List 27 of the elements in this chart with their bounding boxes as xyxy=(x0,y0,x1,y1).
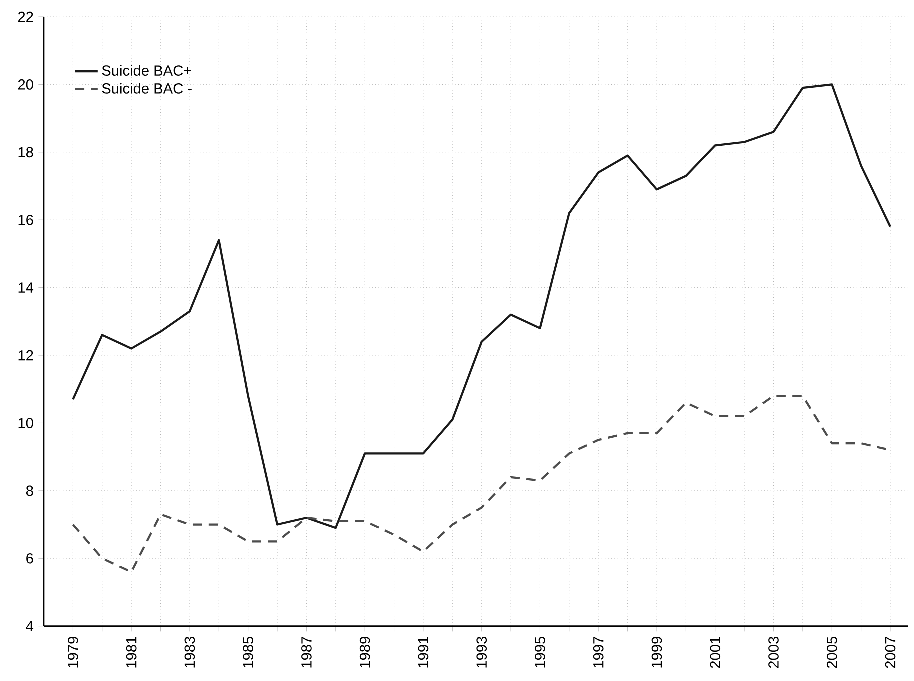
y-tick-label: 4 xyxy=(26,621,34,632)
x-tick-label: 1981 xyxy=(126,637,137,668)
x-tick-label: 1993 xyxy=(476,637,488,668)
x-tick-label: 2007 xyxy=(885,637,896,668)
x-tick-label: 1987 xyxy=(302,637,312,668)
legend-label: Suicide BAC+ xyxy=(102,65,192,76)
x-tick-label: 1979 xyxy=(68,637,78,668)
x-tick-label: 1991 xyxy=(418,637,429,668)
y-tick-label: 18 xyxy=(18,147,34,158)
y-tick-label: 12 xyxy=(18,350,34,361)
x-tick-label: 1999 xyxy=(652,637,662,668)
y-tick-label: 20 xyxy=(18,80,34,90)
legend-label: Suicide BAC - xyxy=(102,83,192,94)
x-tick-label: 2001 xyxy=(710,637,721,668)
x-tick-label: 1983 xyxy=(184,637,196,668)
y-tick-label: 14 xyxy=(18,282,34,293)
x-tick-label: 1989 xyxy=(360,637,370,668)
y-tick-label: 8 xyxy=(26,486,34,496)
y-tick-label: 16 xyxy=(18,214,34,226)
x-tick-label: 2005 xyxy=(826,636,838,668)
x-tick-label: 1997 xyxy=(593,637,604,668)
y-tick-label: 10 xyxy=(18,418,34,428)
x-tick-label: 1985 xyxy=(243,636,254,668)
y-tick-label: 6 xyxy=(26,553,34,564)
x-tick-label: 1995 xyxy=(535,636,546,668)
y-tick-label: 22 xyxy=(18,12,34,22)
x-tick-label: 2003 xyxy=(768,637,779,668)
